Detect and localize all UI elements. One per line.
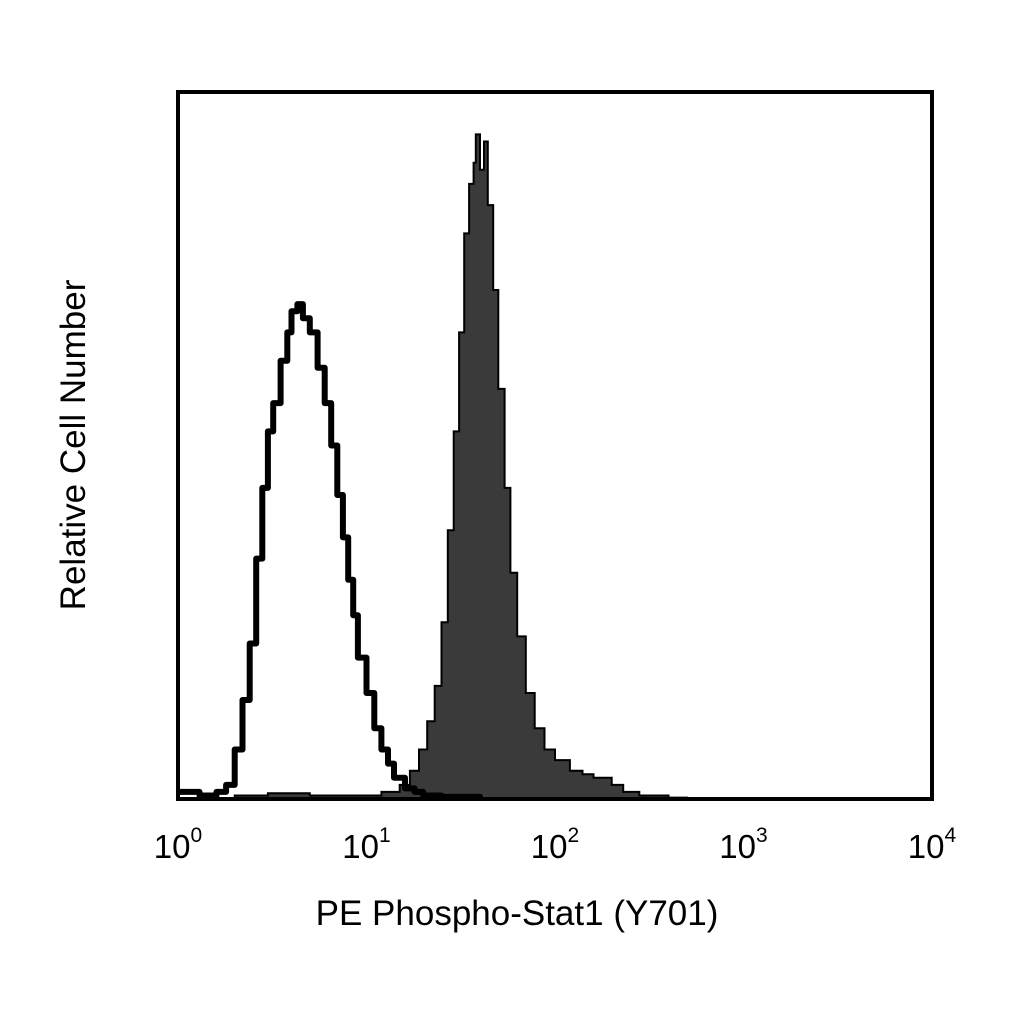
filled-histogram-series: [211, 133, 688, 800]
y-axis-title: Relative Cell Number: [54, 279, 93, 610]
plot-frame: [176, 90, 934, 801]
x-tick-label-4: 104: [908, 824, 957, 865]
x-tick-label-1: 101: [342, 824, 390, 865]
x-tick-label-0: 100: [154, 824, 202, 865]
series-layer: [178, 133, 688, 800]
x-tick-label-3: 103: [719, 824, 767, 865]
x-axis-title: PE Phospho-Stat1 (Y701): [316, 894, 719, 933]
x-tick-label-2: 102: [531, 824, 579, 865]
x-tick-labels: 100 101 102 103 104: [154, 824, 957, 865]
outline-histogram-series: [178, 301, 483, 800]
